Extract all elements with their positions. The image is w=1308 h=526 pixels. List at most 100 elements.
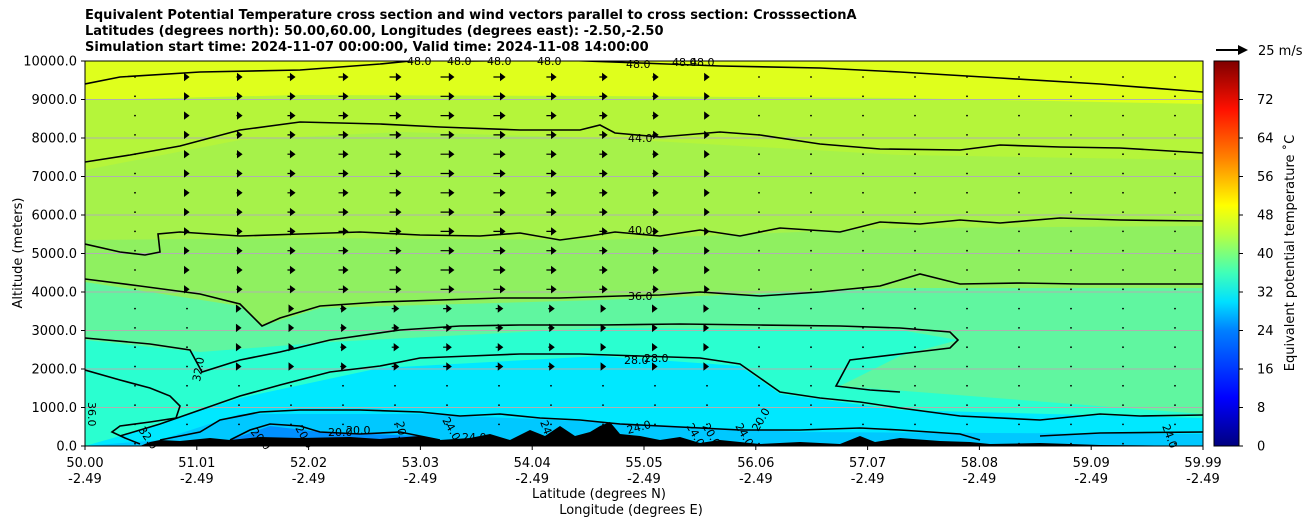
x-tick-label-lon: -2.49 xyxy=(180,472,214,487)
x-tick-label-lon: -2.49 xyxy=(1186,472,1220,487)
x-tick-label-lon: -2.49 xyxy=(404,472,438,487)
wind-vector xyxy=(1018,423,1020,426)
wind-vector xyxy=(1122,191,1124,194)
wind-vector xyxy=(758,269,760,271)
x-tick-label-lon: -2.49 xyxy=(68,472,102,487)
wind-vector xyxy=(1070,134,1072,136)
wind-vector xyxy=(600,362,607,371)
wind-vector xyxy=(1070,95,1072,98)
wind-vector xyxy=(546,265,557,275)
wind-vector xyxy=(1174,172,1176,175)
y-axis: 0.0 1000.0 2000.0 3000.0 4000.0 5000.0 6000.0 7… xyxy=(23,55,85,455)
wind-vector xyxy=(1018,230,1020,233)
wind-vector xyxy=(1122,249,1124,252)
wind-vector xyxy=(340,343,347,352)
wind-vector xyxy=(440,227,455,236)
wind-vector xyxy=(236,92,243,101)
x-axis-label-lat: Latitude (degrees N) xyxy=(532,487,666,502)
wind-vector xyxy=(1122,404,1124,406)
wind-vector xyxy=(966,211,968,214)
wind-vector xyxy=(758,172,760,175)
wind-vector xyxy=(287,92,296,101)
wind-vector xyxy=(1174,288,1176,291)
wind-vector xyxy=(134,134,136,136)
title-line-3: Simulation start time: 2024-11-07 00:00:… xyxy=(85,40,649,55)
wind-vector xyxy=(1174,327,1176,329)
wind-vector xyxy=(1174,191,1176,194)
wind-vector xyxy=(1070,172,1072,175)
wind-vector xyxy=(493,227,506,236)
wind-vectors xyxy=(134,72,1176,445)
wind-vector xyxy=(1174,384,1176,387)
wind-vector xyxy=(1070,327,1072,329)
wind-vector xyxy=(704,150,710,159)
wind-vector xyxy=(134,288,136,291)
x-axis-label-lon: Longitude (degrees E) xyxy=(559,503,703,518)
wind-vector xyxy=(236,111,243,120)
wind-vector xyxy=(493,130,506,140)
wind-vector xyxy=(287,207,296,217)
wind-vector xyxy=(1174,365,1176,368)
wind-vector xyxy=(342,423,344,426)
wind-vector xyxy=(1070,114,1072,117)
wind-vector xyxy=(493,265,506,275)
contour-48 xyxy=(85,61,1203,93)
wind-vector xyxy=(493,207,506,217)
wind-vector xyxy=(704,188,710,197)
wind-vector xyxy=(338,92,349,101)
x-tick-label-lon: -2.49 xyxy=(963,472,997,487)
wind-vector xyxy=(394,384,396,387)
chart-title: Equivalent Potential Temperature cross s… xyxy=(85,8,857,56)
wind-vector xyxy=(704,207,710,217)
wind-vector xyxy=(446,384,448,387)
wind-vector xyxy=(338,246,349,255)
clabel: 48.0 xyxy=(672,56,697,69)
wind-vector xyxy=(966,365,968,368)
wind-vector xyxy=(1122,114,1124,117)
wind-vector xyxy=(810,249,812,252)
wind-vector xyxy=(235,362,242,371)
wind-vector xyxy=(134,230,136,233)
wind-vector xyxy=(966,269,968,271)
wind-vector xyxy=(236,169,243,178)
wind-vector xyxy=(1070,76,1072,78)
wind-vector xyxy=(493,246,506,255)
x-tick-label-lon: -2.49 xyxy=(627,472,661,487)
wind-vector xyxy=(546,227,557,236)
y-tick-label: 9000.0 xyxy=(32,93,78,108)
wind-vector xyxy=(652,323,658,333)
clabel: 20.0 xyxy=(393,420,410,446)
wind-vector xyxy=(236,207,243,217)
colorbar-tick-label: 8 xyxy=(1257,401,1265,416)
wind-vector xyxy=(288,362,295,371)
wind-vector xyxy=(1070,307,1072,310)
wind-vector xyxy=(810,134,812,136)
colorbar-tick-label: 16 xyxy=(1257,363,1274,378)
wind-vector xyxy=(391,362,400,371)
wind-vector xyxy=(652,150,659,159)
wind-vector xyxy=(134,327,136,329)
wind-vector xyxy=(546,207,557,217)
x-tick-label-lon: -2.49 xyxy=(515,472,549,487)
x-tick-label-lat: 55.05 xyxy=(625,456,662,471)
wind-vector xyxy=(966,288,968,291)
wind-vector xyxy=(1070,191,1072,194)
wind-vector xyxy=(340,304,347,313)
wind-vector xyxy=(758,249,760,252)
wind-vector xyxy=(546,130,557,140)
wind-vector xyxy=(862,384,864,387)
wind-vector xyxy=(134,249,136,252)
clabel: 28.0 xyxy=(624,354,649,367)
wind-vector xyxy=(966,307,968,310)
wind-vector xyxy=(862,95,864,98)
wind-vector xyxy=(914,288,916,291)
wind-vector xyxy=(186,307,188,310)
wind-vector xyxy=(288,304,295,313)
wind-vector xyxy=(186,346,188,349)
wind-vector xyxy=(546,92,557,101)
wind-vector xyxy=(495,304,504,313)
wind-vector xyxy=(810,230,812,233)
y-tick-label: 6000.0 xyxy=(32,209,78,224)
wind-vector xyxy=(1070,346,1072,349)
